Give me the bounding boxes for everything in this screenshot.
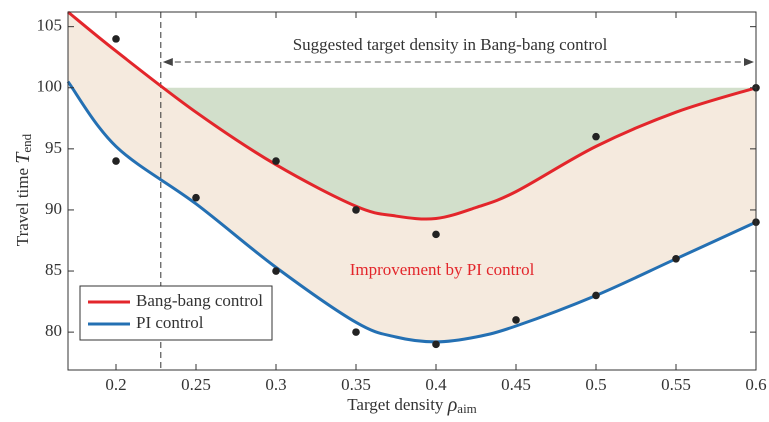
x-tick-label: 0.55 — [661, 375, 691, 394]
data-point — [352, 206, 360, 214]
line-series — [66, 80, 757, 344]
y-tick-label: 80 — [45, 321, 62, 340]
x-tick-label: 0.45 — [501, 375, 531, 394]
improvement-area — [68, 12, 756, 342]
suggested-area — [160, 87, 757, 219]
y-tick-label: 95 — [45, 138, 62, 157]
x-tick-label: 0.25 — [181, 375, 211, 394]
y-tick-label: 85 — [45, 260, 62, 279]
legend-label: Bang-bang control — [136, 291, 263, 310]
label-symbol: ρ — [447, 394, 458, 416]
data-point — [112, 157, 120, 165]
data-point — [592, 291, 600, 300]
data-point — [192, 193, 200, 202]
arrow-head — [744, 58, 754, 66]
legend: Bang-bang control PI control — [79, 285, 273, 341]
x-tick-label: 0.2 — [105, 375, 126, 394]
data-point — [272, 267, 280, 275]
x-axis-label: Target density ρaim — [347, 394, 477, 416]
y-axis-label: Travel time Tend — [12, 133, 34, 246]
legend-label: PI control — [136, 313, 204, 332]
line-series — [67, 10, 757, 221]
plot-frame — [67, 11, 757, 371]
label-text: Travel time — [13, 168, 32, 246]
label-subscript: end — [19, 133, 34, 152]
fills — [68, 12, 757, 342]
data-point — [432, 340, 440, 349]
data-point — [432, 230, 440, 239]
x-tick-label: 0.35 — [341, 375, 371, 394]
data-point — [272, 157, 280, 165]
data-point — [592, 132, 600, 141]
arrow-head — [162, 58, 173, 66]
label-subscript: aim — [457, 401, 477, 416]
label-text: Target density — [347, 395, 444, 414]
y-tick-label: 105 — [37, 16, 63, 35]
data-point — [512, 316, 520, 324]
legend-box — [79, 285, 273, 341]
x-tick-label: 0.3 — [265, 375, 286, 394]
y-tick-label: 100 — [37, 77, 63, 96]
annotation: Suggested target density in Bang-bang co… — [293, 35, 608, 54]
x-tick-label: 0.5 — [585, 375, 606, 394]
x-tick-label: 0.4 — [425, 375, 447, 394]
y-tick-label: 90 — [45, 199, 62, 218]
data-point — [352, 328, 360, 336]
data-point — [672, 255, 680, 263]
data-point — [112, 35, 120, 43]
annotation: Improvement by PI control — [350, 260, 535, 279]
x-tick-label: 0.6 — [745, 375, 766, 394]
label-symbol: T — [12, 151, 34, 164]
